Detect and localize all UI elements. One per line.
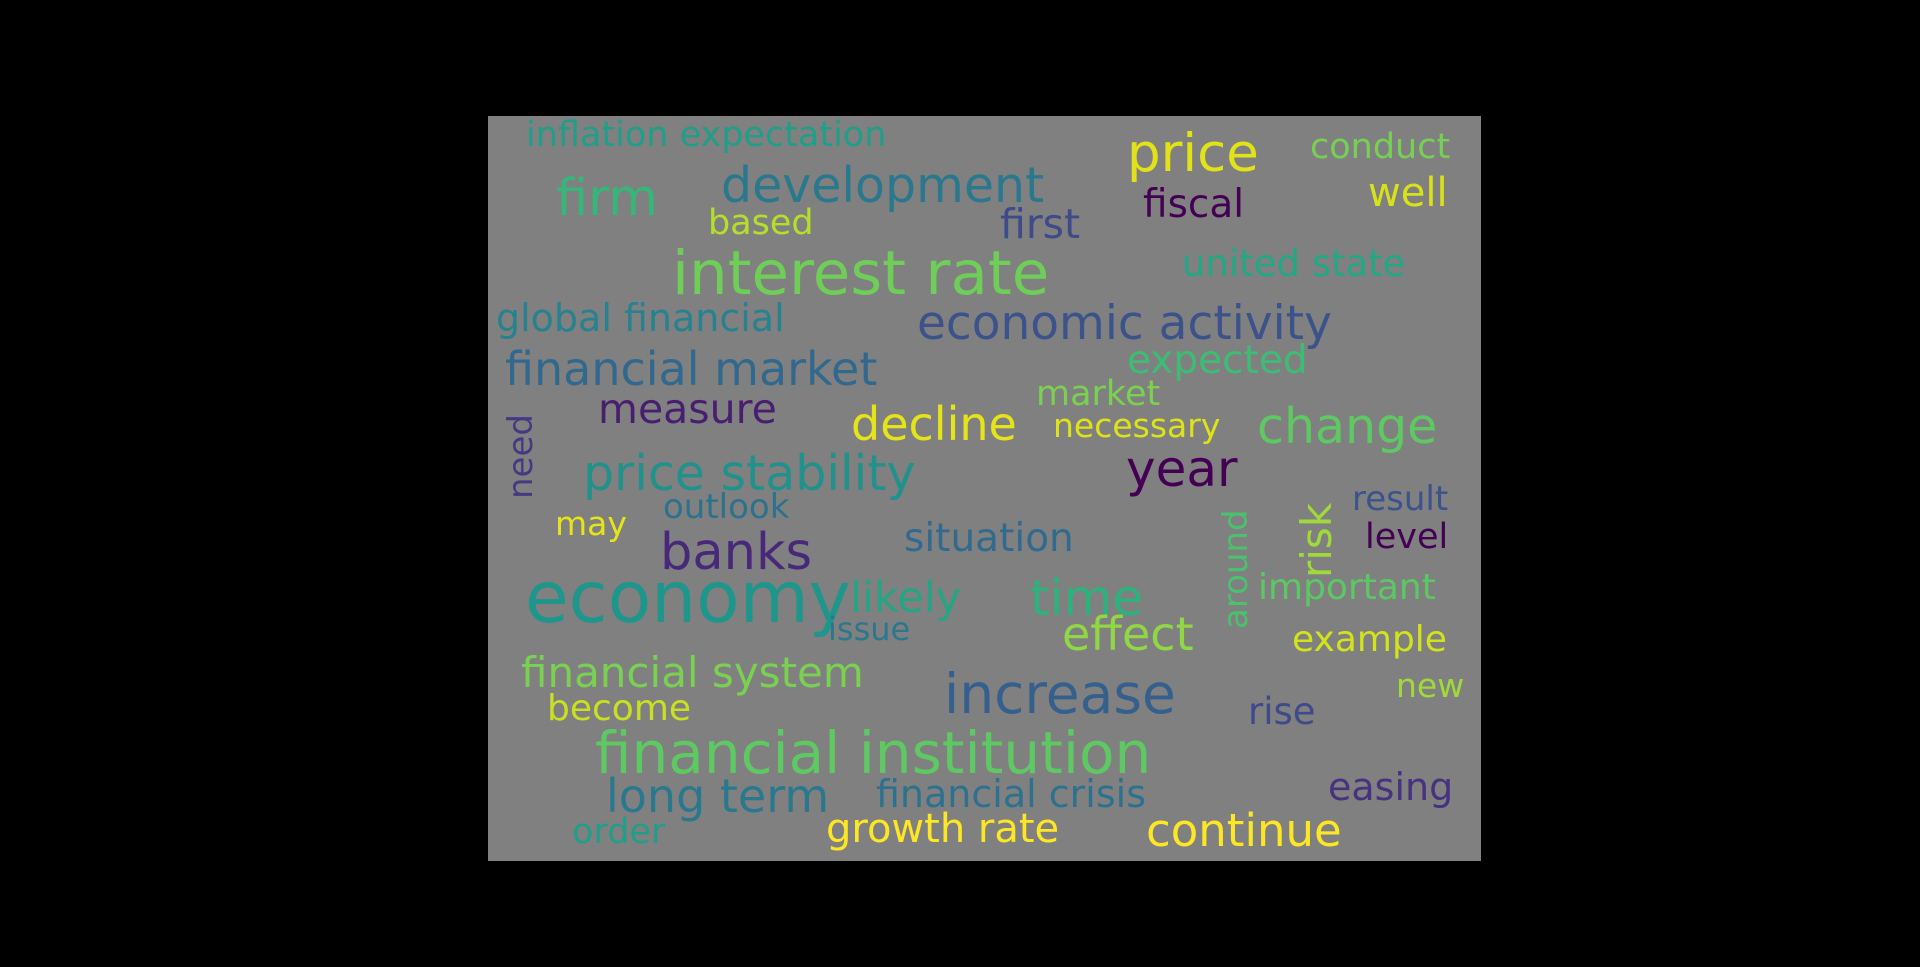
word-38: financial system [521,648,864,697]
word-cloud: inflation expectation price conduct firm… [488,116,1481,861]
word-3: firm [556,169,658,228]
word-49: continue [1146,804,1342,857]
word-16: measure [598,385,777,433]
word-20: need [501,414,541,499]
word-36: effect [1062,607,1194,661]
word-27: may [555,504,627,543]
word-4: development [721,157,1045,214]
word-41: become [547,688,692,729]
word-37: example [1292,619,1447,660]
word-39: increase [944,662,1176,726]
word-1: price [1127,123,1259,184]
word-6: fiscal [1143,182,1245,227]
word-31: economy [525,556,851,639]
word-2: conduct [1310,127,1451,167]
word-8: first [1000,200,1081,248]
word-14: expected [1127,338,1308,383]
word-26: around [1216,509,1256,629]
word-15: market [1036,374,1161,414]
word-21: price stability [583,445,916,502]
word-18: necessary [1053,406,1221,445]
word-12: economic activity [917,296,1332,351]
word-46: easing [1328,765,1454,809]
word-9: interest rate [672,238,1050,309]
word-42: rise [1248,690,1316,733]
word-24: result [1352,479,1449,519]
word-35: issue [828,610,911,648]
word-48: growth rate [826,806,1060,852]
word-29: situation [904,516,1074,561]
word-19: change [1257,398,1438,455]
word-11: global financial [496,296,785,340]
word-17: decline [851,397,1017,451]
word-5: well [1368,170,1448,216]
word-45: financial crisis [876,772,1146,816]
word-28: banks [660,523,813,582]
word-32: likely [850,573,962,623]
word-0: inflation expectation [526,116,887,155]
word-30: level [1365,517,1449,557]
word-40: new [1396,666,1465,705]
word-33: time [1030,569,1143,627]
word-10: united state [1182,242,1406,285]
word-43: financial institution [595,719,1152,787]
word-34: important [1258,567,1436,608]
word-44: long term [606,769,830,823]
word-13: financial market [505,342,878,396]
word-7: based [708,203,814,243]
word-22: year [1126,440,1238,498]
word-23: outlook [663,487,790,527]
word-47: order [572,812,666,852]
